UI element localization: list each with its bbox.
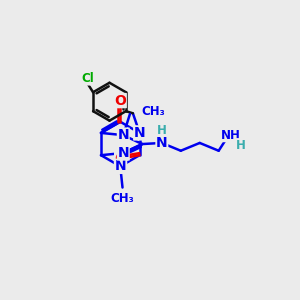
Text: N: N [156,136,168,150]
Text: CH₃: CH₃ [111,192,134,205]
Text: CH₃: CH₃ [141,105,165,118]
Text: N: N [115,159,126,173]
Text: H: H [236,139,246,152]
Text: O: O [115,152,127,166]
Text: NH: NH [221,129,241,142]
Text: N: N [134,126,146,140]
Text: N: N [118,128,129,142]
Text: O: O [114,94,126,108]
Text: Cl: Cl [82,72,94,85]
Text: H: H [157,124,167,137]
Text: N: N [118,146,129,160]
